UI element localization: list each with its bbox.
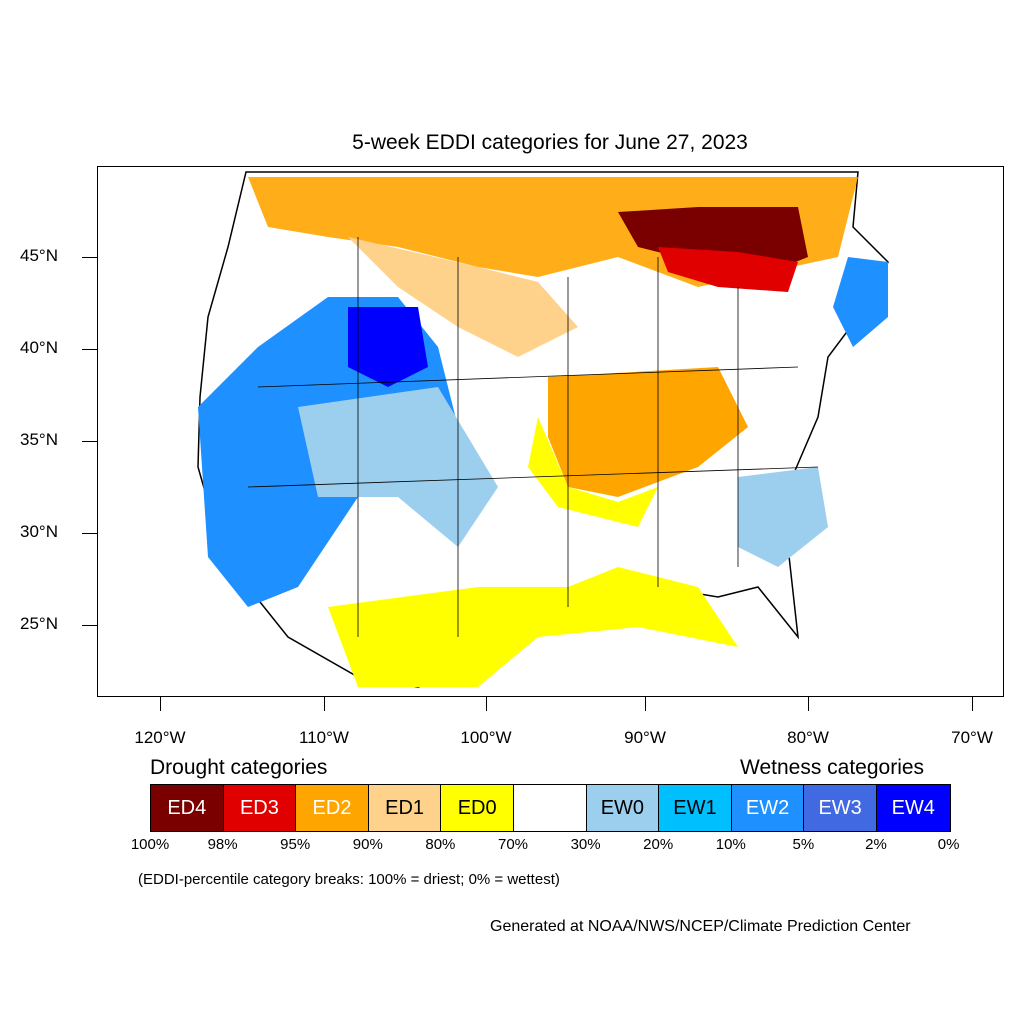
legend-swatch-ed4: ED4 — [151, 785, 224, 831]
lon-tick — [645, 697, 646, 711]
ed0-midwest — [528, 417, 658, 527]
legend-swatch-ew4: EW4 — [876, 785, 950, 831]
lat-tick — [82, 533, 97, 534]
break-label: 80% — [425, 836, 456, 853]
legend-swatch-ew3: EW3 — [804, 785, 877, 831]
ed3-great-lakes — [658, 247, 798, 292]
lon-label-70: 70°W — [951, 728, 993, 747]
legend-swatch-neutral — [513, 785, 587, 831]
lon-tick — [324, 697, 325, 711]
lat-label-35: 35°N — [20, 430, 58, 449]
eddi-map-canvas — [197, 171, 889, 688]
lat-tick — [82, 441, 97, 442]
legend-swatch-ed1: ED1 — [368, 785, 442, 831]
legend-swatch-ed3: ED3 — [223, 785, 297, 831]
lat-tick — [82, 257, 97, 258]
lon-tick — [808, 697, 809, 711]
break-label: 5% — [792, 836, 815, 853]
legend-swatch-ew2: EW2 — [731, 785, 805, 831]
break-label: 90% — [352, 836, 383, 853]
wetness-categories-heading: Wetness categories — [740, 756, 925, 779]
break-label: 0% — [937, 836, 960, 853]
lon-label-120: 120°W — [134, 728, 186, 747]
ew4-west — [348, 307, 428, 387]
break-label: 95% — [280, 836, 311, 853]
category-breaks-note: (EDDI-percentile category breaks: 100% =… — [138, 871, 560, 888]
break-label: 20% — [643, 836, 674, 853]
ed0-south — [328, 567, 738, 687]
break-label: 70% — [497, 836, 529, 853]
legend-swatch-ew0: EW0 — [586, 785, 660, 831]
lon-label-100: 100°W — [460, 728, 512, 747]
break-label: 10% — [715, 836, 746, 853]
lon-tick — [160, 697, 161, 711]
break-label: 2% — [865, 836, 887, 853]
credit-text: Generated at NOAA/NWS/NCEP/Climate Predi… — [490, 918, 911, 935]
lon-tick — [486, 697, 487, 711]
break-label: 30% — [570, 836, 601, 853]
ed2-midwest — [548, 367, 748, 497]
category-legend: ED4 ED3 ED2 ED1 ED0 EW0 EW1 EW2 EW3 EW4 — [150, 784, 951, 832]
state-boundaries — [247, 237, 819, 637]
eddi-map — [97, 166, 1004, 697]
ed1-north-band — [348, 237, 578, 357]
ew2-northeast — [833, 257, 888, 347]
lon-label-80: 80°W — [787, 728, 829, 747]
break-label: 100% — [130, 836, 170, 853]
lat-label-30: 30°N — [20, 522, 58, 541]
ew0-west — [298, 387, 498, 547]
lon-label-110: 110°W — [299, 728, 349, 747]
lon-label-90: 90°W — [624, 728, 666, 747]
drought-categories-heading: Drought categories — [150, 756, 328, 779]
ew0-southeast — [738, 467, 828, 567]
lat-label-45: 45°N — [20, 246, 58, 265]
lat-tick — [82, 625, 97, 626]
lat-tick — [82, 349, 97, 350]
lat-label-40: 40°N — [20, 338, 58, 357]
legend-swatch-ed0: ED0 — [441, 785, 514, 831]
break-label: 98% — [207, 836, 238, 853]
lat-label-25: 25°N — [20, 614, 58, 633]
map-title: 5-week EDDI categories for June 27, 2023 — [352, 131, 748, 154]
legend-swatch-ew1: EW1 — [659, 785, 732, 831]
legend-swatch-ed2: ED2 — [296, 785, 369, 831]
lon-tick — [972, 697, 973, 711]
